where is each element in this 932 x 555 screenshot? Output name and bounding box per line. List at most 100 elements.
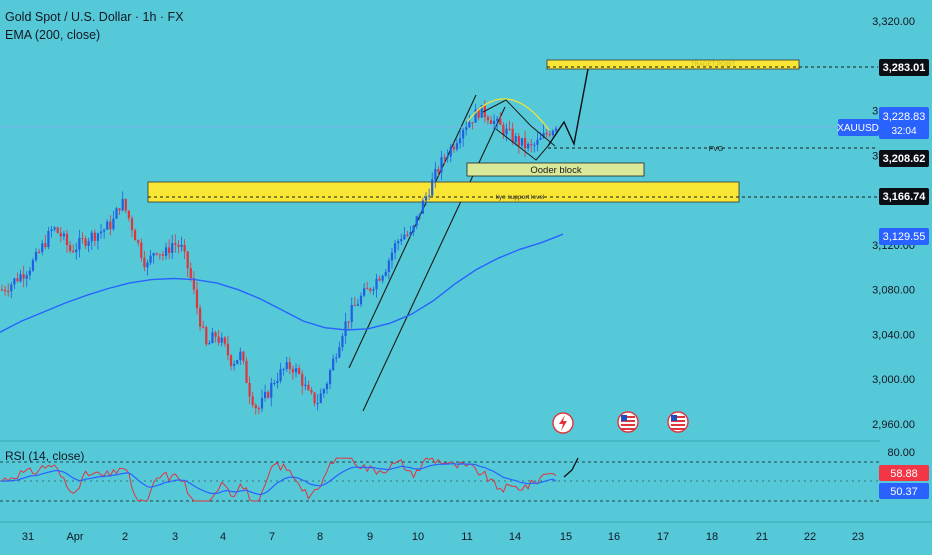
ema-indicator-label[interactable]: EMA (200, close)	[5, 28, 101, 42]
candle-body	[486, 117, 490, 121]
candle-body	[527, 143, 530, 149]
svg-text:XAUUSD: XAUUSD	[837, 123, 879, 134]
price-tick-label: 3,040.00	[872, 329, 915, 341]
channel-lower-line[interactable]	[362, 106, 506, 412]
candle-body	[130, 218, 134, 231]
candle-body	[344, 321, 347, 336]
candle-body	[112, 218, 115, 230]
candle-body	[412, 225, 415, 233]
us-flag-icon[interactable]	[617, 411, 639, 433]
candle-body	[480, 105, 483, 118]
time-tick-label: 9	[367, 531, 373, 543]
candle-body	[384, 271, 387, 276]
time-tick-label: 7	[269, 531, 275, 543]
candle-body	[149, 255, 152, 263]
candle-body	[214, 332, 217, 337]
order-block-zone[interactable]	[466, 162, 645, 177]
candle-body	[270, 383, 273, 398]
candle-body	[13, 278, 16, 285]
candle-body	[307, 384, 310, 391]
rsi-ma-line[interactable]	[1, 463, 557, 496]
candle-body	[152, 253, 155, 256]
time-tick-label: 23	[852, 531, 864, 543]
svg-text:32:04: 32:04	[891, 126, 916, 137]
candle-body	[338, 347, 341, 358]
candle-body	[192, 278, 195, 290]
candle-body	[363, 288, 366, 296]
candle-body	[81, 238, 84, 240]
support-zone[interactable]	[147, 181, 740, 203]
candle-body	[273, 382, 276, 384]
candle-body	[393, 243, 397, 253]
candle-body	[341, 335, 344, 348]
candle-body	[251, 396, 254, 406]
time-tick-label: Apr	[66, 531, 83, 543]
candle-body	[189, 268, 192, 279]
candle-body	[279, 369, 282, 381]
fvg-price-tag: 3,208.62	[879, 150, 929, 167]
candle-body	[434, 168, 437, 180]
candle-body	[539, 137, 542, 140]
candle-body	[381, 275, 384, 281]
candle-body	[133, 230, 137, 241]
candle-body	[236, 360, 239, 364]
projection-path[interactable]	[547, 68, 589, 147]
candle-body	[489, 120, 493, 124]
candle-body	[409, 232, 412, 236]
candle-body	[496, 118, 499, 121]
candle-body	[462, 129, 465, 139]
candle-body	[443, 157, 446, 159]
candle-body	[146, 262, 149, 268]
target-zone[interactable]	[546, 59, 800, 70]
candle-body	[103, 229, 106, 232]
candle-body	[400, 239, 403, 242]
candle-body	[545, 133, 548, 135]
candle-body	[248, 382, 251, 397]
candle-body	[155, 253, 158, 255]
time-tick-label: 15	[560, 531, 572, 543]
candle-body	[542, 133, 545, 138]
ema-200-line[interactable]	[0, 233, 564, 333]
support-price-tag: 3,166.74	[879, 188, 929, 205]
symbol-tag[interactable]: XAUUSD	[837, 119, 879, 136]
lightning-icon[interactable]	[552, 412, 574, 434]
time-tick-label: 3	[172, 531, 178, 543]
svg-text:50.37: 50.37	[890, 486, 918, 498]
candle-body	[65, 233, 69, 246]
candle-body	[72, 250, 75, 253]
symbol-title[interactable]: Gold Spot / U.S. Dollar · 1h · FX	[5, 10, 184, 24]
candle-body	[418, 213, 421, 217]
time-axis[interactable]: 31 Apr 2 3 4 7 8 9 10 11 14 15 16 17 18 21 22 23	[22, 531, 864, 543]
candle-body	[328, 370, 332, 384]
time-tick-label: 31	[22, 531, 34, 543]
candle-body	[109, 221, 112, 230]
us-flag-icon[interactable]	[667, 411, 689, 433]
svg-text:3,129.55: 3,129.55	[883, 231, 926, 243]
candle-body	[168, 247, 171, 254]
candle-body	[520, 138, 524, 146]
candle-body	[118, 208, 121, 211]
candle-body	[124, 198, 127, 211]
candle-body	[3, 289, 7, 292]
svg-text:3,166.74: 3,166.74	[883, 191, 927, 203]
price-tick-label: 2,960.00	[872, 419, 915, 431]
svg-text:3,208.62: 3,208.62	[883, 153, 926, 165]
candle-body	[205, 327, 208, 345]
fvg-label: FVG	[709, 146, 723, 153]
channel-upper-line[interactable]	[348, 94, 477, 369]
target-zone-label: TRAGET POINT	[691, 62, 736, 68]
rsi-indicator-label[interactable]: RSI (14, close)	[5, 449, 85, 463]
time-tick-label: 17	[657, 531, 669, 543]
support-zone-label: kye support level	[496, 194, 545, 201]
rsi-tick-label: 80.00	[887, 447, 915, 459]
candle-body	[514, 136, 517, 143]
candle-body	[424, 196, 428, 201]
candle-body	[551, 130, 555, 136]
candle-body	[276, 380, 279, 383]
candle-body	[301, 373, 304, 387]
candle-body	[421, 200, 425, 214]
candle-body	[533, 144, 536, 146]
candle-body	[16, 278, 19, 282]
